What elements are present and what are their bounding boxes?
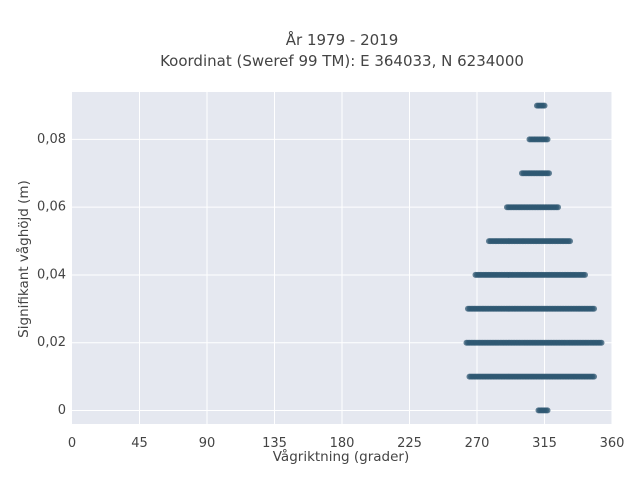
x-tick-label: 360 <box>600 436 625 451</box>
data-point <box>582 271 588 278</box>
x-tick-label: 270 <box>465 436 490 451</box>
data-point <box>567 238 573 245</box>
y-tick-label: 0 <box>58 403 66 418</box>
y-axis-label: Signifikant våghöjd (m) <box>15 180 32 338</box>
x-tick-label: 180 <box>330 436 355 451</box>
chart-title-line2: Koordinat (Sweref 99 TM): E 364033, N 62… <box>160 52 524 70</box>
x-axis-ticks: 0 45 90 135 180 225 270 315 360 <box>68 436 625 451</box>
x-tick-label: 225 <box>397 436 422 451</box>
y-tick-label: 0,06 <box>37 200 66 215</box>
data-point <box>555 204 561 211</box>
x-axis-label: Vågriktning (grader) <box>273 448 410 465</box>
x-tick-label: 135 <box>262 436 287 451</box>
y-axis-ticks: 0 0,02 0,04 0,06 0,08 <box>37 132 66 418</box>
data-point <box>544 136 551 143</box>
y-tick-label: 0,08 <box>37 132 66 147</box>
y-tick-label: 0,04 <box>37 267 66 282</box>
chart-title-line1: År 1979 - 2019 <box>286 30 399 49</box>
data-point <box>591 305 597 312</box>
x-tick-label: 0 <box>68 436 76 451</box>
x-tick-label: 90 <box>199 436 216 451</box>
data-points <box>463 102 605 414</box>
y-tick-label: 0,02 <box>37 335 66 350</box>
data-point <box>541 102 548 109</box>
data-point <box>598 339 605 346</box>
data-point <box>546 170 552 177</box>
x-tick-label: 45 <box>131 436 148 451</box>
x-tick-label: 315 <box>532 436 557 451</box>
data-point <box>544 407 551 414</box>
data-point <box>591 373 597 380</box>
